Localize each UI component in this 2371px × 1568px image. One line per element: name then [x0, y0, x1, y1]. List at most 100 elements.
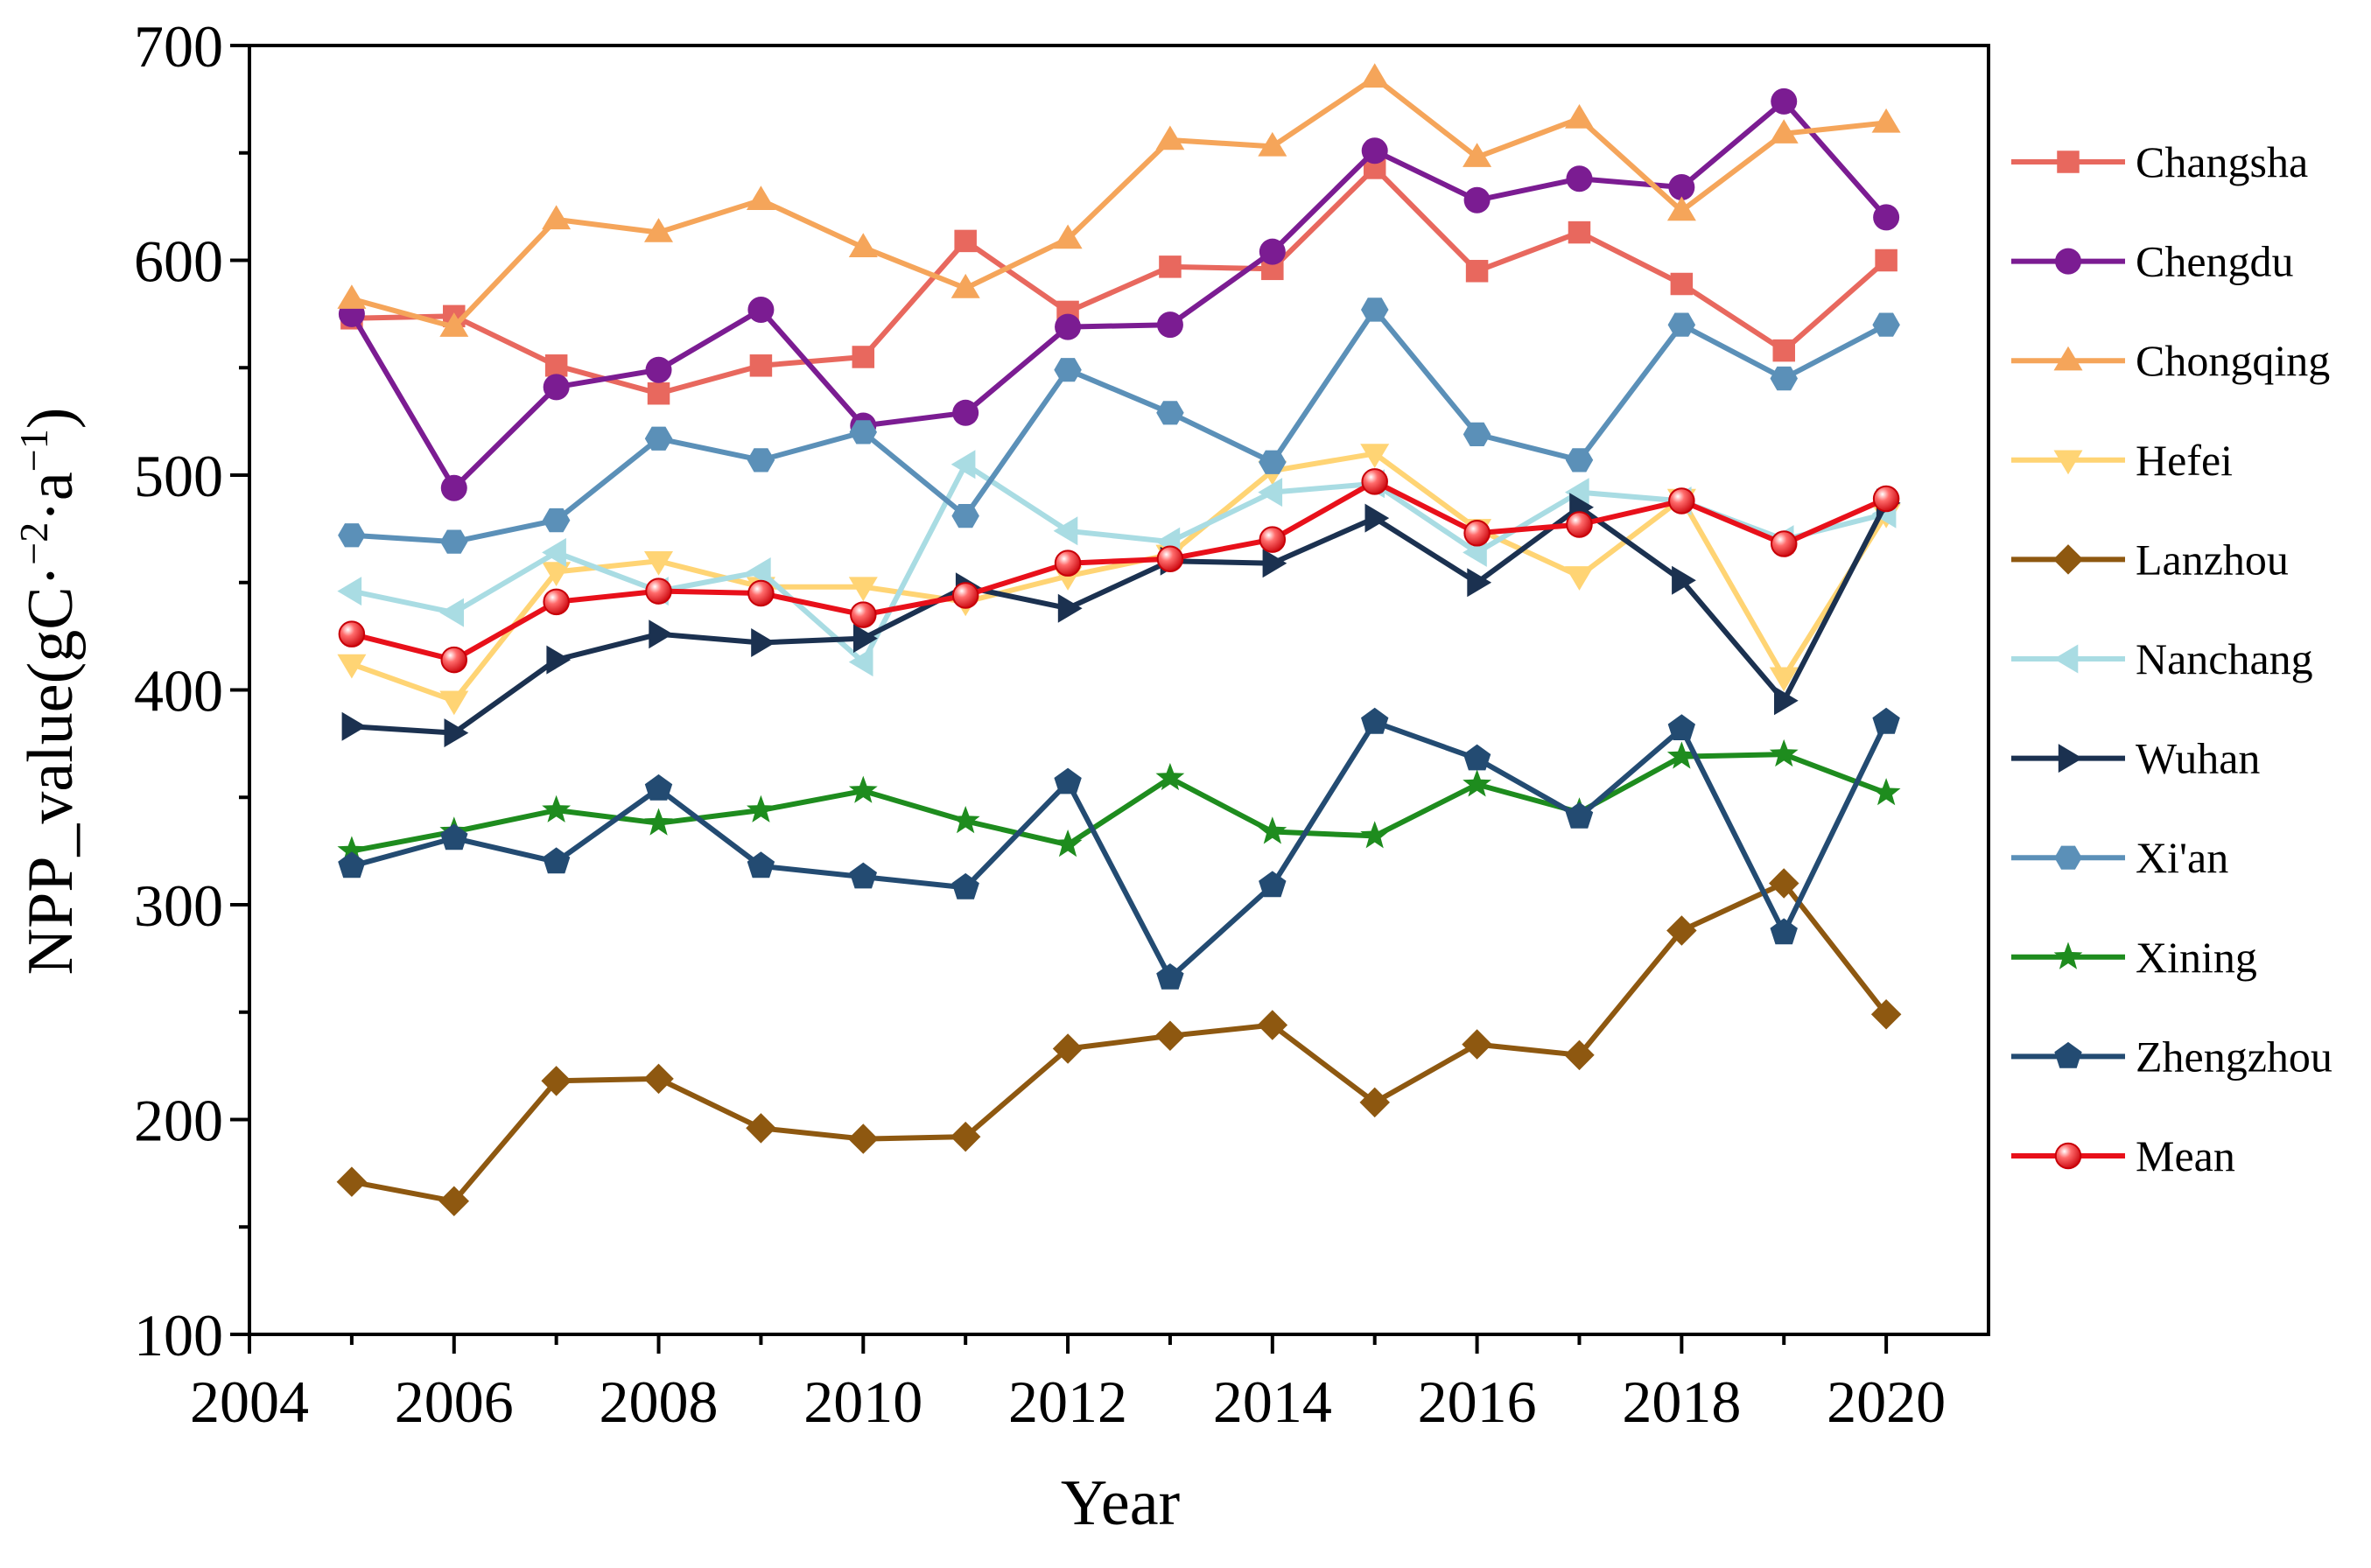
data-point-nanchang-2010: [848, 648, 873, 677]
data-point-chengdu-2008: [645, 356, 672, 383]
data-point-xi-an-2016: [1463, 422, 1491, 446]
data-point-lanzhou-2013: [1154, 1020, 1186, 1051]
legend-item-chongqing: Chongqing: [2011, 336, 2330, 385]
y-axis-label-mid: ·a: [15, 472, 87, 522]
data-point-lanzhou-2015: [1359, 1087, 1390, 1118]
data-point-xining-2010: [848, 775, 878, 803]
data-point-xi-an-2019: [1770, 366, 1798, 391]
data-point-chengdu-2009: [747, 296, 775, 323]
data-point-zhengzhou-2015: [1361, 707, 1389, 734]
data-point-chongqing-2020: [1871, 108, 1901, 133]
data-point-xi-an-2007: [542, 508, 571, 533]
data-point-wuhan-2006: [444, 718, 469, 748]
data-point-zhengzhou-2017: [1565, 802, 1594, 829]
data-point-chengdu-2015: [1361, 137, 1388, 164]
legend-label-zhengzhou: Zhengzhou: [2136, 1032, 2332, 1081]
data-point-lanzhou-2019: [1769, 868, 1799, 899]
data-point-changsha-2009: [749, 354, 773, 377]
data-point-chongqing-2005: [337, 284, 367, 309]
data-point-chongqing-2010: [848, 233, 878, 257]
legend-label-chongqing: Chongqing: [2136, 336, 2330, 385]
data-point-changsha-2011: [954, 229, 977, 253]
data-point-changsha-2013: [1159, 256, 1182, 278]
data-point-changsha-2017: [1568, 220, 1591, 244]
data-point-changsha-2020: [1875, 248, 1898, 272]
y-tick-label-100: 100: [134, 1302, 223, 1368]
data-point-xining-2015: [1360, 821, 1390, 849]
legend-marker-mean: [2054, 1142, 2082, 1170]
data-point-xining-2020: [1871, 778, 1901, 806]
data-point-wuhan-2016: [1467, 568, 1492, 598]
legend-item-hefei: Hefei: [2011, 436, 2233, 485]
series-line-hefei: [350, 451, 1889, 704]
y-tick-label-700: 700: [134, 13, 223, 80]
data-point-changsha-2019: [1772, 339, 1795, 362]
data-point-hefei-2006: [439, 690, 469, 716]
series-line-chengdu: [349, 98, 1889, 491]
data-point-wuhan-2014: [1262, 549, 1287, 578]
data-point-hefei-2008: [644, 551, 673, 576]
legend: Changsha Chengdu Chongqing Hefei Lanzhou Nanc…: [2011, 137, 2332, 1180]
data-point-zhengzhou-2016: [1463, 744, 1491, 771]
data-point-xi-an-2008: [644, 426, 673, 451]
data-point-mean-2005: [338, 620, 366, 648]
data-point-hefei-2017: [1565, 566, 1594, 591]
data-point-mean-2007: [543, 588, 570, 616]
x-tick-label-2016: 2016: [1418, 1368, 1537, 1435]
series-hefei: [337, 444, 1901, 716]
data-point-zhengzhou-2008: [644, 774, 673, 801]
x-tick-label-2018: 2018: [1622, 1368, 1741, 1435]
data-point-xi-an-2011: [951, 504, 979, 528]
legend-marker-nanchang: [2053, 644, 2079, 674]
data-point-chengdu-2006: [440, 474, 467, 501]
data-point-mean-2012: [1054, 550, 1082, 577]
series-lanzhou: [336, 868, 1902, 1216]
data-point-xi-an-2005: [338, 523, 366, 548]
y-tick-label-200: 200: [134, 1088, 223, 1154]
series-line-xining: [351, 752, 1888, 854]
legend-marker-xi-an: [2054, 845, 2082, 870]
data-point-chongqing-2011: [951, 273, 980, 298]
data-point-chongqing-2013: [1155, 125, 1185, 150]
x-tick-label-2008: 2008: [600, 1368, 719, 1435]
series-line-nanchang: [351, 461, 1887, 665]
legend-label-lanzhou: Lanzhou: [2136, 535, 2289, 584]
data-point-nanchang-2009: [746, 557, 771, 586]
y-axis-label-exp2: −1: [11, 429, 56, 472]
legend-label-xi-an: Xi'an: [2136, 833, 2228, 882]
data-point-nanchang-2012: [1053, 516, 1078, 546]
legend-item-chengdu: Chengdu: [2011, 237, 2294, 286]
data-point-wuhan-2009: [751, 628, 775, 657]
data-point-lanzhou-2020: [1870, 999, 1902, 1030]
data-point-chongqing-2006: [439, 312, 469, 337]
y-tick-label-500: 500: [134, 443, 223, 509]
data-point-mean-2009: [747, 579, 775, 607]
y-axis-label-suffix: ): [15, 408, 87, 430]
data-point-mean-2020: [1872, 485, 1900, 513]
x-tick-label-2020: 2020: [1827, 1368, 1946, 1435]
series-line-lanzhou: [351, 880, 1889, 1204]
legend-item-xining: Xining: [2011, 933, 2257, 982]
data-point-chongqing-2016: [1463, 143, 1492, 167]
data-point-xining-2012: [1053, 830, 1083, 858]
data-point-lanzhou-2008: [643, 1063, 674, 1095]
data-point-mean-2015: [1361, 468, 1388, 495]
series-xi-an: [338, 298, 1900, 554]
data-point-zhengzhou-2006: [440, 823, 468, 850]
series-line-chongqing: [351, 74, 1887, 330]
legend-item-nanchang: Nanchang: [2011, 634, 2313, 683]
data-point-zhengzhou-2005: [338, 851, 366, 878]
data-point-zhengzhou-2012: [1054, 767, 1082, 794]
data-point-changsha-2007: [544, 354, 568, 377]
series-xining: [337, 738, 1901, 864]
data-point-xi-an-2006: [440, 529, 468, 554]
series-line-xi-an: [351, 307, 1888, 545]
legend-item-zhengzhou: Zhengzhou: [2011, 1032, 2332, 1081]
data-point-chengdu-2019: [1771, 88, 1798, 115]
data-point-chengdu-2017: [1566, 165, 1593, 192]
data-point-lanzhou-2018: [1666, 915, 1697, 946]
x-axis-label: Year: [1061, 1467, 1180, 1539]
data-point-lanzhou-2011: [950, 1121, 981, 1152]
data-point-xi-an-2009: [747, 448, 775, 472]
data-point-hefei-2019: [1769, 667, 1799, 692]
